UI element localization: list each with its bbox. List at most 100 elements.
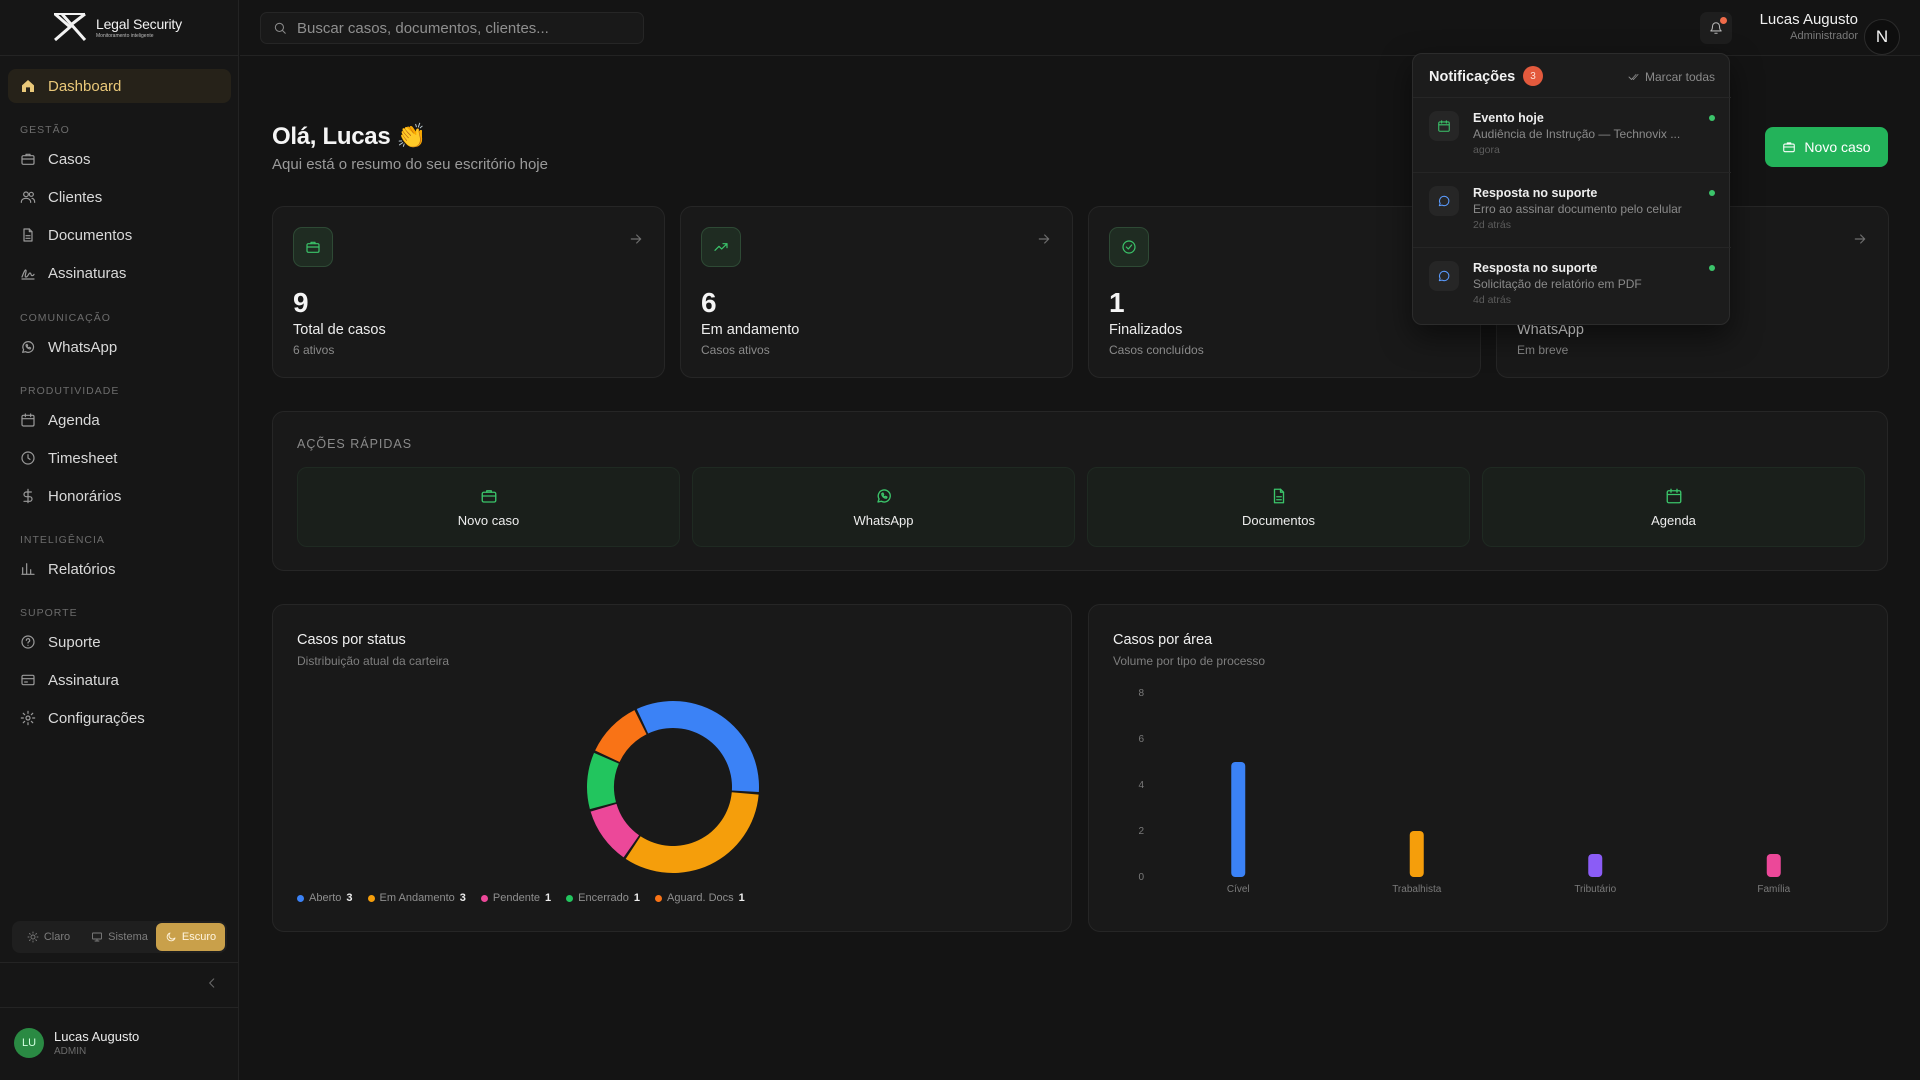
quick-action-agenda[interactable]: Agenda <box>1482 467 1865 547</box>
sidebar-item-label: Timesheet <box>48 449 118 467</box>
notification-title: Resposta no suporte <box>1473 186 1598 200</box>
quick-action-whatsapp[interactable]: WhatsApp <box>692 467 1075 547</box>
sidebar-item-label: Clientes <box>48 188 103 206</box>
brand-tagline: Monitoramento inteligente <box>96 32 154 39</box>
sidebar-item-label: Dashboard <box>48 77 122 95</box>
notification-time: 4d atrás <box>1473 294 1511 306</box>
search-input[interactable] <box>297 19 637 37</box>
chevron-left-icon <box>209 978 215 988</box>
donut-slice-encerrado[interactable] <box>587 752 619 810</box>
user-avatar[interactable]: N <box>1864 19 1900 55</box>
briefcase-icon <box>481 489 496 503</box>
new-case-button[interactable]: Novo caso <box>1765 127 1888 167</box>
stat-card-in-progress[interactable]: 6 Em andamento Casos ativos <box>680 206 1073 378</box>
monitor-icon <box>92 932 103 942</box>
nav-section-suporte: SUPORTE <box>20 607 78 619</box>
theme-option-dark[interactable]: Escuro <box>156 923 225 951</box>
stat-label: Total de casos <box>293 322 386 338</box>
header-user-name: Lucas Augusto <box>1759 11 1858 28</box>
theme-option-light[interactable]: Claro <box>14 923 83 951</box>
brand-logo[interactable]: Legal Security Monitoramento inteligente <box>52 12 182 42</box>
message-icon <box>1438 270 1450 282</box>
mark-all-read-button[interactable]: Marcar todas <box>1628 70 1715 84</box>
legend-value: 1 <box>545 892 552 904</box>
sidebar-item-suporte[interactable]: Suporte <box>8 625 231 659</box>
page-title: Olá, Lucas 👏 <box>272 122 427 151</box>
bar-família[interactable] <box>1766 854 1781 877</box>
sidebar: Legal Security Monitoramento inteligente… <box>0 0 239 1080</box>
briefcase-icon <box>306 241 320 253</box>
sidebar-item-label: Assinatura <box>48 671 119 689</box>
sidebar-item-timesheet[interactable]: Timesheet <box>8 441 231 475</box>
bar-tributário[interactable] <box>1588 854 1603 877</box>
theme-switcher: Claro Sistema Escuro <box>12 921 227 953</box>
unread-dot <box>1709 190 1715 196</box>
notification-title: Evento hoje <box>1473 111 1544 125</box>
unread-dot <box>1709 115 1715 121</box>
stat-label: Finalizados <box>1109 322 1183 338</box>
sidebar-user[interactable]: LU Lucas Augusto ADMIN <box>14 1028 139 1058</box>
theme-option-label: Sistema <box>108 931 148 943</box>
search-box <box>260 12 644 44</box>
calendar-icon <box>1438 120 1450 132</box>
stat-icon-box <box>701 227 741 267</box>
legend-label: Em Andamento <box>379 892 455 904</box>
donut-slice-pendente[interactable] <box>590 803 640 858</box>
sidebar-item-agenda[interactable]: Agenda <box>8 403 231 437</box>
y-tick-label: 0 <box>1138 872 1144 883</box>
theme-option-system[interactable]: Sistema <box>85 923 154 951</box>
sidebar-item-clientes[interactable]: Clientes <box>8 180 231 214</box>
avatar: LU <box>14 1028 44 1058</box>
stat-label: Em andamento <box>701 322 800 338</box>
quick-action-label: WhatsApp <box>853 512 914 528</box>
moon-icon <box>166 932 176 942</box>
sidebar-item-configuracoes[interactable]: Configurações <box>8 701 231 735</box>
sidebar-item-casos[interactable]: Casos <box>8 142 231 176</box>
quick-action-new-case[interactable]: Novo caso <box>297 467 680 547</box>
unread-dot <box>1709 265 1715 271</box>
bar-trabalhista[interactable] <box>1409 831 1424 877</box>
notification-time: 2d atrás <box>1473 219 1511 231</box>
greeting-text: Olá, Lucas <box>272 123 391 150</box>
notifications-header: Notificações 3 Marcar todas <box>1413 54 1731 98</box>
legend-dot <box>566 894 574 902</box>
sidebar-item-documentos[interactable]: Documentos <box>8 218 231 252</box>
nav-section-comunicacao: COMUNICAÇÃO <box>20 312 111 324</box>
notification-item[interactable]: Resposta no suporte Erro ao assinar docu… <box>1413 173 1731 248</box>
donut-slice-aguard-docs[interactable] <box>595 710 647 762</box>
stat-value: 9 <box>293 287 309 318</box>
help-circle-icon <box>21 635 35 649</box>
notification-time: agora <box>1473 144 1500 156</box>
sidebar-user-role: ADMIN <box>54 1046 87 1057</box>
y-tick-label: 6 <box>1138 734 1144 745</box>
collapse-sidebar-button[interactable] <box>205 976 219 990</box>
sidebar-item-whatsapp[interactable]: WhatsApp <box>8 330 231 364</box>
sidebar-item-honorarios[interactable]: Honorários <box>8 479 231 513</box>
users-icon <box>20 191 36 203</box>
stat-card-total[interactable]: 9 Total de casos 6 ativos <box>272 206 665 378</box>
stat-value: 6 <box>701 287 717 318</box>
notifications-button[interactable] <box>1700 12 1732 44</box>
briefcase-icon <box>1783 142 1796 153</box>
sidebar-item-dashboard[interactable]: Dashboard <box>8 69 231 103</box>
arrow-right-icon[interactable] <box>628 231 644 247</box>
sidebar-item-assinaturas[interactable]: Assinaturas <box>8 256 231 290</box>
sidebar-item-label: Casos <box>48 150 91 168</box>
legend-label: Encerrado <box>578 892 629 904</box>
donut-slice-em-andamento[interactable] <box>625 792 759 873</box>
area-chart-card: Casos por área Volume por tipo de proces… <box>1088 604 1888 932</box>
donut-slice-aberto[interactable] <box>636 701 759 793</box>
quick-action-label: Agenda <box>1651 512 1696 528</box>
gear-icon <box>20 710 36 726</box>
arrow-right-icon[interactable] <box>1036 231 1052 247</box>
legend-label: Aguard. Docs <box>667 892 734 904</box>
quick-action-documents[interactable]: Documentos <box>1087 467 1470 547</box>
arrow-right-icon[interactable] <box>1852 231 1868 247</box>
notification-item[interactable]: Evento hoje Audiência de Instrução — Tec… <box>1413 98 1731 173</box>
sidebar-item-relatorios[interactable]: Relatórios <box>8 552 231 586</box>
notification-item[interactable]: Resposta no suporte Solicitação de relat… <box>1413 248 1731 323</box>
sidebar-item-assinatura[interactable]: Assinatura <box>8 663 231 697</box>
notification-description: Solicitação de relatório em PDF <box>1473 277 1642 291</box>
header-user[interactable]: Lucas Augusto Administrador <box>1760 11 1858 42</box>
bar-cível[interactable] <box>1231 762 1246 877</box>
